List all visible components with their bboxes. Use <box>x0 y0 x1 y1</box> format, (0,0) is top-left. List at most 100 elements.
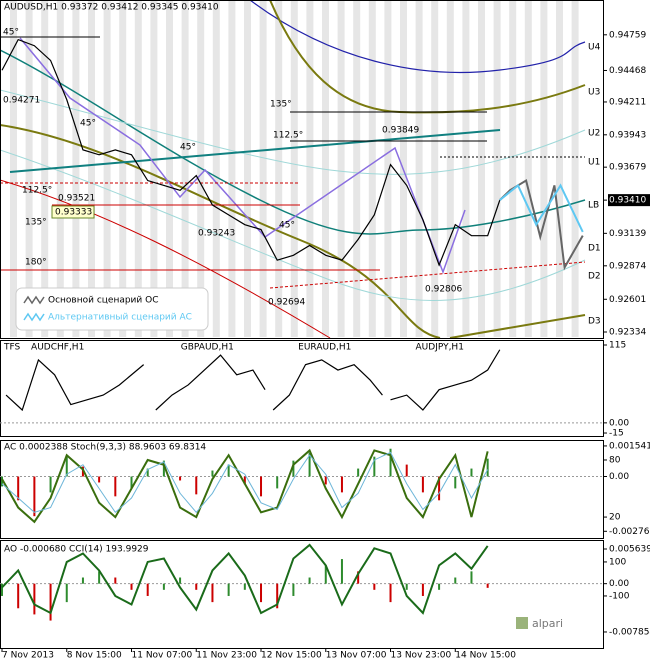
annotation: 112.5° <box>22 186 52 196</box>
x-tick-label: 14 Nov 15:00 <box>455 651 516 660</box>
thin-channel <box>0 89 586 175</box>
bar <box>179 476 182 481</box>
y-tick-label: 0.94759 <box>609 30 646 40</box>
y-tick-label: 0.005639 <box>609 544 650 554</box>
annotation: 0.93849 <box>382 126 419 136</box>
band <box>353 1 361 337</box>
annotation: 135° <box>270 100 292 110</box>
band <box>509 1 517 337</box>
bar <box>1 583 3 596</box>
y-tick-label: 100 <box>609 557 626 567</box>
bar <box>324 476 327 485</box>
olive-curve-low <box>0 124 441 339</box>
series-line <box>1 38 501 267</box>
teal-curve <box>0 49 586 235</box>
band <box>212 1 220 337</box>
channel-upper <box>249 0 586 74</box>
band <box>571 1 579 337</box>
bar <box>211 470 214 477</box>
y-tick-label: 0.93410 <box>609 196 646 206</box>
chart-title: AUDUSD,H1 0.93372 0.93412 0.93345 0.9341… <box>4 3 219 13</box>
bar <box>227 583 230 596</box>
band <box>150 1 158 337</box>
bar <box>227 464 230 477</box>
series-line <box>1 543 489 615</box>
bar <box>373 583 376 590</box>
y-tick-label: 0.93139 <box>609 229 646 239</box>
bar <box>49 476 52 493</box>
legend-icon <box>23 295 45 305</box>
y-tick-label: 0.93679 <box>609 163 646 173</box>
bar <box>98 476 101 483</box>
series-line <box>272 359 383 411</box>
band <box>25 1 33 337</box>
legend-label: Основной сценарий ОС <box>48 296 158 306</box>
series-line <box>155 354 266 411</box>
y-tick-label: 0.00 <box>609 418 629 428</box>
bar <box>195 476 198 495</box>
bar <box>389 583 392 603</box>
bar <box>389 448 392 477</box>
bar <box>292 583 295 596</box>
wave-lines <box>19 37 466 275</box>
band <box>181 1 189 337</box>
series-line <box>1 448 489 524</box>
bar <box>130 583 133 590</box>
level-label: U4 <box>588 43 601 53</box>
olive-curve-bottom <box>449 314 586 339</box>
level-label: U1 <box>588 158 600 168</box>
band <box>431 1 439 337</box>
bar <box>421 583 424 596</box>
level-label: LB <box>588 201 599 211</box>
panel-title: TFS <box>3 343 21 353</box>
bar <box>33 583 36 615</box>
bar <box>146 468 149 477</box>
y-tick-label: 0.001541 <box>609 441 650 451</box>
session-bands <box>10 1 579 337</box>
annotation: 45° <box>80 119 96 129</box>
bar <box>470 571 473 584</box>
annotation: 112.5° <box>273 131 303 141</box>
band <box>119 1 127 337</box>
x-tick-label: 11 Nov 07:00 <box>132 651 193 660</box>
x-tick-label: 7 Nov 2013 <box>2 651 54 660</box>
y-tick-label: 80 <box>609 455 621 465</box>
y-tick-label: 0.00 <box>609 579 629 589</box>
band <box>337 1 345 337</box>
bar <box>373 456 376 477</box>
annotation: 0.93333 <box>55 208 92 218</box>
bar <box>357 468 360 477</box>
series-line <box>499 178 584 271</box>
bar <box>308 452 311 477</box>
x-tick-label: 13 Nov 23:00 <box>391 651 452 660</box>
x-tick-label: 12 Nov 15:00 <box>261 651 322 660</box>
annotation: 0.94271 <box>3 96 40 106</box>
bar <box>260 476 263 497</box>
annotation: 0.92694 <box>268 298 305 308</box>
level-label: D2 <box>588 272 601 282</box>
legend-icon <box>23 312 45 322</box>
band <box>166 1 173 337</box>
panel-frame <box>0 440 604 539</box>
y-tick-label: 115 <box>609 341 626 351</box>
y-tick-label: 0.00 <box>609 472 629 482</box>
bar <box>179 577 182 584</box>
band <box>88 1 95 337</box>
series-label: AUDJPY,H1 <box>416 343 464 353</box>
band <box>415 1 423 337</box>
series-line <box>499 183 584 233</box>
band <box>540 1 548 337</box>
band <box>244 1 251 337</box>
trend-line <box>9 129 501 173</box>
bar <box>114 577 117 584</box>
bar <box>211 583 214 603</box>
band <box>556 1 563 337</box>
band <box>72 1 80 337</box>
bar <box>98 571 101 584</box>
bar <box>276 583 279 609</box>
bar <box>324 565 327 584</box>
annotation: 45° <box>3 28 19 38</box>
y-tick-label: -100 <box>609 591 630 601</box>
bar <box>438 476 441 501</box>
y-tick-label: 0.92601 <box>609 295 646 305</box>
